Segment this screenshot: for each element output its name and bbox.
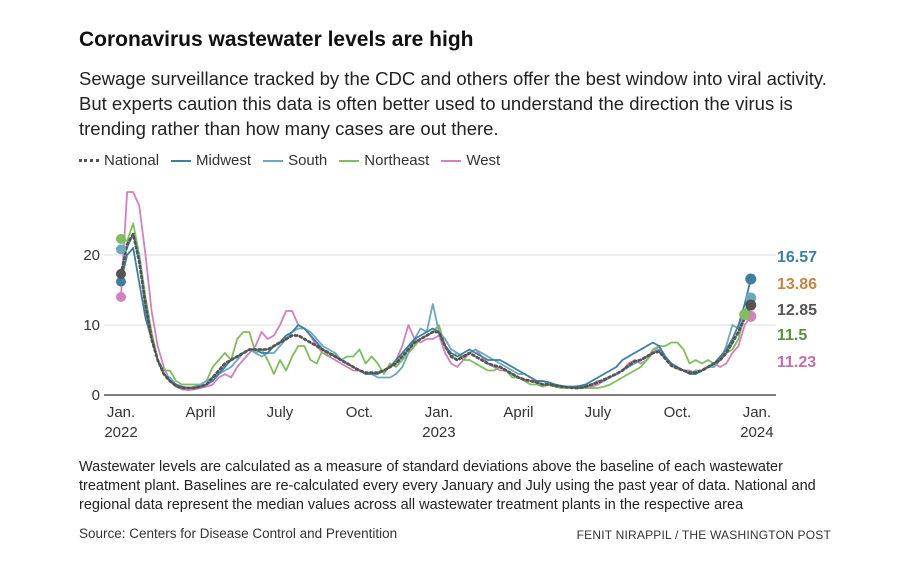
x-tick-label: Oct. xyxy=(664,404,692,421)
legend-label: South xyxy=(288,152,328,169)
x-tick-label: April xyxy=(503,404,533,421)
chart-title: Coronavirus wastewater levels are high xyxy=(79,28,474,51)
start-marker-midwest xyxy=(116,276,126,287)
legend-label: West xyxy=(466,152,501,169)
legend-swatch-south xyxy=(263,159,284,162)
legend: National Midwest South Northeast West xyxy=(79,152,512,169)
legend-swatch-northeast xyxy=(339,159,360,162)
legend-item-national: National xyxy=(79,152,159,169)
x-tick-label: Jan. xyxy=(743,404,771,421)
x-tick-label-year: 2022 xyxy=(104,424,137,441)
line-chart: 0 10 20 Jan. 2022 April July Oct. Jan. 2023 April J… xyxy=(83,191,817,441)
y-tick-label: 10 xyxy=(83,317,100,334)
x-tick-label: Jan. xyxy=(107,404,135,421)
legend-label: Northeast xyxy=(364,152,430,169)
series-line-midwest xyxy=(120,247,752,389)
x-tick-label: July xyxy=(585,404,612,421)
x-tick-label: July xyxy=(267,404,294,421)
legend-item-midwest: Midwest xyxy=(171,152,251,169)
legend-item-south: South xyxy=(263,152,327,169)
start-marker-south xyxy=(116,244,126,255)
x-tick-label: Jan. xyxy=(425,404,453,421)
end-value-label: 11.23 xyxy=(777,354,816,371)
legend-item-west: West xyxy=(441,152,500,169)
series-line-national xyxy=(119,232,753,390)
chart-subtitle: Sewage surveillance tracked by the CDC a… xyxy=(79,68,827,139)
legend-swatch-national xyxy=(79,159,99,162)
start-marker-west xyxy=(116,292,126,302)
y-tick-label: 0 xyxy=(92,387,100,404)
credit-line: FENIT NIRAPPIL / THE WASHINGTON POST xyxy=(576,528,831,542)
y-tick-label: 20 xyxy=(83,247,100,264)
x-tick-label-year: 2023 xyxy=(422,424,455,441)
x-tick-label: April xyxy=(185,404,215,421)
x-tick-label: Oct. xyxy=(346,404,374,421)
x-tick-label-year: 2024 xyxy=(740,424,773,441)
legend-item-northeast: Northeast xyxy=(339,152,429,169)
end-value-label: 12.85 xyxy=(777,302,817,319)
end-marker-midwest xyxy=(745,273,757,285)
end-marker-northeast xyxy=(739,309,751,320)
legend-label: Midwest xyxy=(196,152,252,169)
end-value-label: 11.5 xyxy=(777,327,807,344)
legend-swatch-west xyxy=(441,159,462,162)
series-line-west xyxy=(120,191,752,391)
end-value-label: 16.57 xyxy=(777,249,817,266)
end-marker-national xyxy=(745,299,757,311)
end-value-label: 13.86 xyxy=(777,276,817,293)
legend-swatch-midwest xyxy=(171,159,192,162)
legend-label: National xyxy=(104,152,160,169)
start-marker-northeast xyxy=(116,233,126,244)
start-marker-national xyxy=(116,268,126,279)
source-line: Source: Centers for Disease Control and … xyxy=(79,526,398,541)
methodology-note: Wastewater levels are calculated as a me… xyxy=(79,459,816,513)
